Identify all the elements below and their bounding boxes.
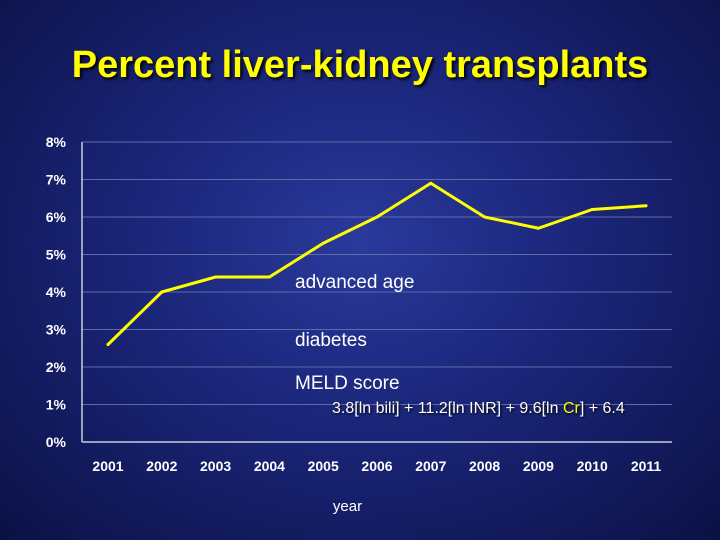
y-tick-label: 6% bbox=[46, 209, 67, 225]
y-tick-label: 7% bbox=[46, 172, 67, 188]
x-axis-label: year bbox=[332, 498, 363, 515]
x-tick-label: 2004 bbox=[254, 458, 285, 474]
series-group bbox=[106, 181, 648, 346]
data-point bbox=[429, 181, 433, 185]
y-tick-label: 2% bbox=[46, 359, 67, 375]
x-tick-label: 2009 bbox=[523, 458, 554, 474]
meld-formula-cr: Cr bbox=[562, 400, 580, 417]
y-tick-label: 0% bbox=[46, 434, 67, 450]
data-point bbox=[160, 290, 164, 294]
series-line bbox=[106, 181, 648, 346]
x-tick-label: 2002 bbox=[146, 458, 177, 474]
y-tick-label: 4% bbox=[46, 284, 67, 300]
meld-formula-suffix: ] + 6.4 bbox=[579, 400, 625, 417]
data-point bbox=[483, 215, 487, 219]
x-tick-label: 2007 bbox=[415, 458, 446, 474]
data-point bbox=[590, 208, 594, 211]
data-point bbox=[644, 204, 648, 208]
y-tick-label: 8% bbox=[46, 134, 67, 150]
annotation-diabetes: diabetes bbox=[295, 330, 367, 351]
annotation-advanced-age: advanced age bbox=[295, 272, 415, 293]
x-tick-label: 2011 bbox=[631, 458, 662, 474]
x-tick-label: 2006 bbox=[361, 458, 392, 474]
y-tick-label: 3% bbox=[46, 322, 67, 338]
data-point bbox=[536, 226, 540, 230]
x-tick-label: 2003 bbox=[200, 458, 231, 474]
data-point bbox=[214, 275, 218, 279]
x-tick-label: 2008 bbox=[469, 458, 500, 474]
meld-formula: 3.8[ln bili] + 11.2[ln INR] + 9.6[ln Cr]… bbox=[332, 400, 625, 418]
data-point bbox=[375, 215, 379, 219]
x-tick-labels: 2001 2002 2003 2004 2005 2006 2007 2008 2009 2010… bbox=[92, 458, 661, 474]
y-tick-label: 1% bbox=[46, 397, 67, 413]
meld-formula-prefix: 3.8[ln bili] + 11.2[ln INR] + 9.6[ln bbox=[332, 400, 563, 417]
data-point bbox=[106, 343, 110, 346]
x-tick-label: 2010 bbox=[577, 458, 608, 474]
data-point bbox=[321, 241, 325, 245]
axes bbox=[81, 142, 672, 443]
data-point bbox=[267, 275, 271, 279]
annotation-meld-score: MELD score bbox=[295, 373, 400, 394]
chart-title: Percent liver-kidney transplants bbox=[71, 44, 649, 86]
y-tick-label: 5% bbox=[46, 247, 67, 263]
y-tick-labels: 0% 1% 2% 3% 4% 5% 6% 7% 8% bbox=[46, 134, 67, 450]
x-tick-label: 2001 bbox=[92, 458, 123, 474]
x-tick-label: 2005 bbox=[308, 458, 339, 474]
